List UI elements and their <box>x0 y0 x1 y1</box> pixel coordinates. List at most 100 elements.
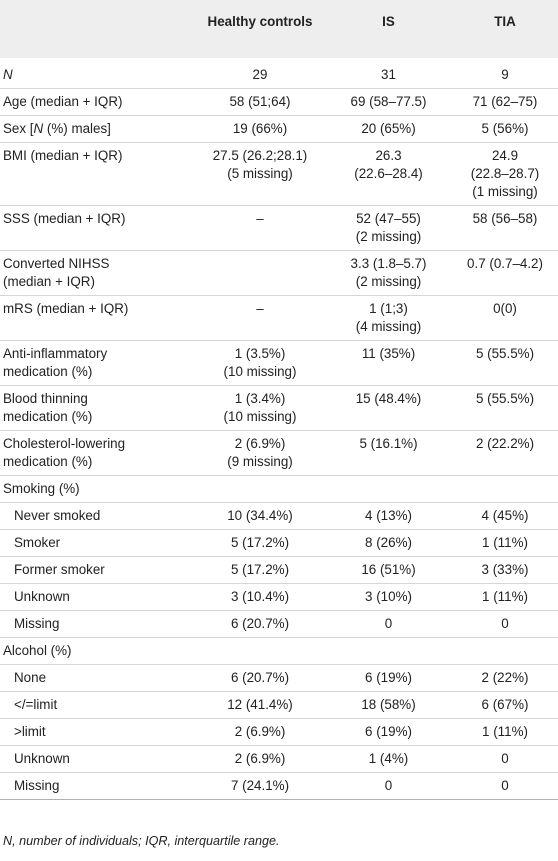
row-label: Missing <box>14 778 60 793</box>
cell-tia: 0(0) <box>493 301 517 316</box>
table-row: Smoking (%) <box>0 476 558 503</box>
cell-tia: 58 (56–58) <box>472 211 538 226</box>
row-label: Cholesterol-lowering medication (%) <box>3 436 126 469</box>
row-label: BMI (median + IQR) <box>3 148 123 163</box>
cell-is: 3 (10%) <box>365 589 412 604</box>
cell-healthy-controls <box>195 476 325 503</box>
cell-tia <box>452 638 558 665</box>
demographics-table: Healthy controls IS TIA N 29 31 9 Age (media… <box>0 0 558 800</box>
table-row: mRS (median + IQR) – 1 (1;3) (4 missing) 0(0… <box>0 296 558 341</box>
cell-is: 8 (26%) <box>365 535 412 550</box>
cell-is <box>325 476 452 503</box>
header-tia: TIA <box>452 0 558 58</box>
row-label: Missing <box>14 616 60 631</box>
cell-tia: 0 <box>501 778 509 793</box>
cell-is: 3.3 (1.8–5.7) (2 missing) <box>350 256 427 289</box>
cell-healthy-controls <box>195 251 325 296</box>
cell-healthy-controls: 29 <box>252 67 268 82</box>
cell-healthy-controls: 27.5 (26.2;28.1) (5 missing) <box>212 148 308 181</box>
cell-tia: 2 (22.2%) <box>475 436 535 451</box>
cell-tia: 5 (55.5%) <box>475 391 535 406</box>
row-label: Age (median + IQR) <box>3 94 123 109</box>
cell-healthy-controls: 3 (10.4%) <box>230 589 290 604</box>
row-label: Former smoker <box>14 562 105 577</box>
cell-is: 18 (58%) <box>361 697 416 712</box>
cell-tia: 5 (55.5%) <box>475 346 535 361</box>
table-row: Age (median + IQR) 58 (51;64) 69 (58–77.5)… <box>0 89 558 116</box>
table-row: Unknown 2 (6.9%) 1 (4%) 0 <box>0 746 558 773</box>
cell-healthy-controls: – <box>256 211 264 226</box>
cell-healthy-controls: 12 (41.4%) <box>227 697 293 712</box>
row-label: Alcohol (%) <box>3 643 72 658</box>
table-row: Cholesterol-lowering medication (%) 2 (6.9… <box>0 431 558 476</box>
cell-tia: 4 (45%) <box>481 508 529 523</box>
table-row: Blood thinning medication (%) 1 (3.4%) (10 … <box>0 386 558 431</box>
cell-healthy-controls: 10 (34.4%) <box>227 508 293 523</box>
table-row: Missing 6 (20.7%) 0 0 <box>0 611 558 638</box>
row-label: Unknown <box>14 589 70 604</box>
cell-healthy-controls: 1 (3.4%) (10 missing) <box>223 391 297 424</box>
row-label: Sex [N (%) males] <box>3 121 111 136</box>
header-row: Healthy controls IS TIA <box>0 0 558 58</box>
cell-is: 15 (48.4%) <box>355 391 422 406</box>
cell-is <box>325 638 452 665</box>
cell-healthy-controls: 58 (51;64) <box>229 94 291 109</box>
cell-is: 31 <box>381 67 396 82</box>
cell-healthy-controls: 5 (17.2%) <box>230 562 290 577</box>
cell-tia: 0 <box>501 751 509 766</box>
row-label: Smoking (%) <box>3 481 80 496</box>
cell-tia: 0.7 (0.7–4.2) <box>467 256 543 271</box>
row-label: Smoker <box>14 535 61 550</box>
table-row: SSS (median + IQR) – 52 (47–55) (2 missing)… <box>0 206 558 251</box>
cell-tia: 6 (67%) <box>481 697 529 712</box>
table-row: Former smoker 5 (17.2%) 16 (51%) 3 (33%) <box>0 557 558 584</box>
cell-is: 16 (51%) <box>361 562 416 577</box>
cell-tia: 71 (62–75) <box>472 94 538 109</box>
table-row: Converted NIHSS (median + IQR) 3.3 (1.8–5.… <box>0 251 558 296</box>
cell-tia: 5 (56%) <box>481 121 529 136</box>
table-row: </=limit 12 (41.4%) 18 (58%) 6 (67%) <box>0 692 558 719</box>
cell-healthy-controls: 19 (66%) <box>232 121 288 136</box>
cell-is: 6 (19%) <box>365 724 412 739</box>
cell-tia: 3 (33%) <box>481 562 529 577</box>
row-label: SSS (median + IQR) <box>3 211 126 226</box>
cell-healthy-controls: 2 (6.9%) (9 missing) <box>227 436 293 469</box>
row-label: mRS (median + IQR) <box>3 301 129 316</box>
cell-is: 26.3 (22.6–28.4) <box>354 148 423 181</box>
cell-healthy-controls: 2 (6.9%) <box>234 724 286 739</box>
cell-is: 69 (58–77.5) <box>350 94 427 109</box>
row-label: Anti-inflammatory medication (%) <box>3 346 108 379</box>
cell-healthy-controls: 7 (24.1%) <box>230 778 290 793</box>
cell-tia: 9 <box>501 67 509 82</box>
table-row: Anti-inflammatory medication (%) 1 (3.5%)(… <box>0 341 558 386</box>
cell-is: 20 (65%) <box>361 121 416 136</box>
row-label: None <box>14 670 47 685</box>
cell-healthy-controls: 6 (20.7%) <box>230 616 290 631</box>
cell-tia: 1 (11%) <box>482 535 528 550</box>
row-label: Never smoked <box>14 508 101 523</box>
row-label: Unknown <box>14 751 70 766</box>
header-healthy-controls: Healthy controls <box>195 0 325 58</box>
cell-is: 0 <box>384 616 393 631</box>
row-label: Converted NIHSS (median + IQR) <box>3 256 110 289</box>
cell-tia <box>452 476 558 503</box>
cell-tia: 0 <box>501 616 509 631</box>
cell-healthy-controls: – <box>256 301 264 316</box>
cell-tia: 24.9 (22.8–28.7) (1 missing) <box>470 148 540 199</box>
cell-is: 11 (35%) <box>361 346 416 361</box>
header-blank <box>0 0 195 58</box>
cell-is: 1 (1;3) (4 missing) <box>355 301 422 334</box>
cell-healthy-controls: 6 (20.7%) <box>230 670 290 685</box>
cell-healthy-controls: 2 (6.9%) <box>234 751 286 766</box>
cell-is: 0 <box>384 778 393 793</box>
cell-healthy-controls: 5 (17.2%) <box>230 535 290 550</box>
table-row: Sex [N (%) males] 19 (66%) 20 (65%) 5 (56%) <box>0 116 558 143</box>
cell-tia: 1 (11%) <box>482 724 528 739</box>
cell-is: 4 (13%) <box>365 508 412 523</box>
table-row: Never smoked 10 (34.4%) 4 (13%) 4 (45%) <box>0 503 558 530</box>
row-label: N <box>3 67 13 82</box>
cell-healthy-controls <box>195 638 325 665</box>
row-label: Blood thinning medication (%) <box>3 391 93 424</box>
table-row: Missing 7 (24.1%) 0 0 <box>0 773 558 800</box>
header-is: IS <box>325 0 452 58</box>
